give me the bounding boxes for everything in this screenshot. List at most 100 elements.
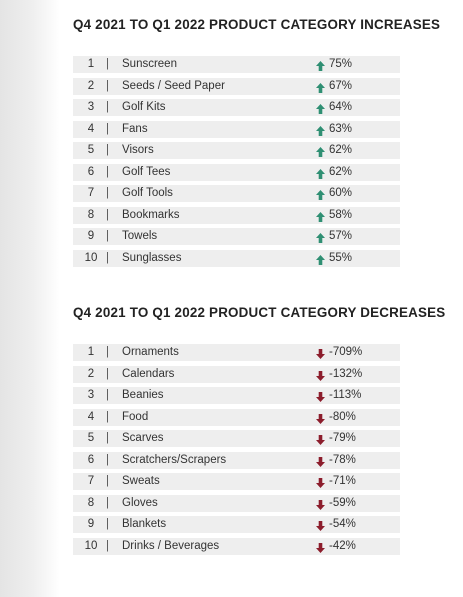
separator: | (106, 539, 109, 552)
change-value: -78% (329, 453, 356, 466)
down-arrow (316, 456, 325, 473)
separator: | (106, 122, 109, 135)
table-row: 4 | Fans 63% (73, 120, 400, 138)
category-name: Fans (122, 122, 148, 135)
table-row: 1 | Sunscreen 75% (73, 56, 400, 73)
category-name: Seeds / Seed Paper (122, 79, 225, 92)
separator: | (106, 187, 109, 199)
rank: 4 (87, 410, 95, 423)
up-arrow (316, 211, 325, 228)
separator: | (106, 208, 109, 221)
rank: 7 (87, 187, 95, 199)
category-name: Visors (122, 144, 154, 156)
table-row: 4 | Food -80% (73, 408, 400, 426)
table-row: 10 | Drinks / Beverages -42% (73, 537, 400, 555)
down-arrow (316, 520, 325, 537)
side-shadow (0, 0, 60, 597)
section-title: Q4 2021 TO Q1 2022 PRODUCT CATEGORY DECR… (73, 305, 446, 320)
change-value: 64% (329, 101, 353, 113)
rank: 3 (87, 389, 95, 401)
table-row: 9 | Towels 57% (73, 228, 400, 245)
category-name: Golf Tools (122, 187, 173, 199)
change-value: -71% (329, 475, 356, 487)
table-row: 8 | Bookmarks 58% (73, 206, 400, 224)
category-name: Calendars (122, 367, 175, 380)
table-row: 8 | Gloves -59% (73, 494, 400, 512)
separator: | (106, 101, 109, 113)
table-row: 9 | Blankets -54% (73, 516, 400, 533)
table-row: 5 | Visors 62% (73, 142, 400, 159)
change-value: 75% (329, 58, 353, 70)
rank: 4 (87, 122, 95, 135)
category-name: Food (122, 410, 149, 423)
section-title: Q4 2021 TO Q1 2022 PRODUCT CATEGORY INCR… (73, 17, 441, 32)
down-arrow (316, 499, 325, 516)
category-name: Scarves (122, 432, 164, 444)
rank: 1 (87, 58, 95, 70)
change-value: -132% (329, 367, 363, 380)
separator: | (106, 251, 109, 264)
separator: | (106, 389, 109, 401)
change-value: -42% (329, 539, 356, 552)
table-row: 2 | Seeds / Seed Paper 67% (73, 77, 400, 95)
separator: | (106, 58, 109, 70)
down-arrow (316, 434, 325, 451)
up-arrow (316, 189, 325, 206)
table-row: 3 | Golf Kits 64% (73, 99, 400, 116)
up-arrow (316, 146, 325, 163)
rank: 10 (84, 539, 98, 552)
separator: | (106, 410, 109, 423)
change-value: 62% (329, 165, 353, 178)
change-value: 55% (329, 251, 353, 264)
category-name: Towels (122, 230, 158, 242)
category-name: Golf Kits (122, 101, 166, 113)
change-value: 58% (329, 208, 353, 221)
table-row: 5 | Scarves -79% (73, 430, 400, 447)
down-arrow (316, 370, 325, 387)
rank: 8 (87, 208, 95, 221)
rank: 9 (87, 518, 95, 530)
separator: | (106, 518, 109, 530)
separator: | (106, 367, 109, 380)
separator: | (106, 475, 109, 487)
rank: 8 (87, 496, 95, 509)
separator: | (106, 496, 109, 509)
rank: 3 (87, 101, 95, 113)
down-arrow (316, 391, 325, 408)
rank: 9 (87, 230, 95, 242)
table-row: 2 | Calendars -132% (73, 365, 400, 383)
table-row: 1 | Ornaments -709% (73, 344, 400, 361)
change-value: -59% (329, 496, 356, 509)
change-value: 57% (329, 230, 353, 242)
change-value: -79% (329, 432, 356, 444)
category-name: Ornaments (122, 346, 179, 358)
rank: 10 (84, 251, 98, 264)
category-name: Bookmarks (122, 208, 180, 221)
up-arrow (316, 168, 325, 185)
category-name: Sweats (122, 475, 160, 487)
category-name: Beanies (122, 389, 164, 401)
separator: | (106, 432, 109, 444)
category-name: Scratchers/Scrapers (122, 453, 227, 466)
separator: | (106, 230, 109, 242)
down-arrow (316, 477, 325, 494)
rank: 5 (87, 144, 95, 156)
change-value: 63% (329, 122, 353, 135)
separator: | (106, 79, 109, 92)
separator: | (106, 144, 109, 156)
separator: | (106, 346, 109, 358)
category-name: Sunglasses (122, 251, 182, 264)
category-name: Blankets (122, 518, 167, 530)
up-arrow (316, 254, 325, 271)
down-arrow (316, 542, 325, 559)
table-row: 6 | Golf Tees 62% (73, 163, 400, 181)
change-value: -80% (329, 410, 356, 423)
change-value: 62% (329, 144, 353, 156)
rank: 7 (87, 475, 95, 487)
table-row: 7 | Sweats -71% (73, 473, 400, 490)
change-value: 60% (329, 187, 353, 199)
rank: 2 (87, 367, 95, 380)
separator: | (106, 453, 109, 466)
table-row: 6 | Scratchers/Scrapers -78% (73, 451, 400, 469)
